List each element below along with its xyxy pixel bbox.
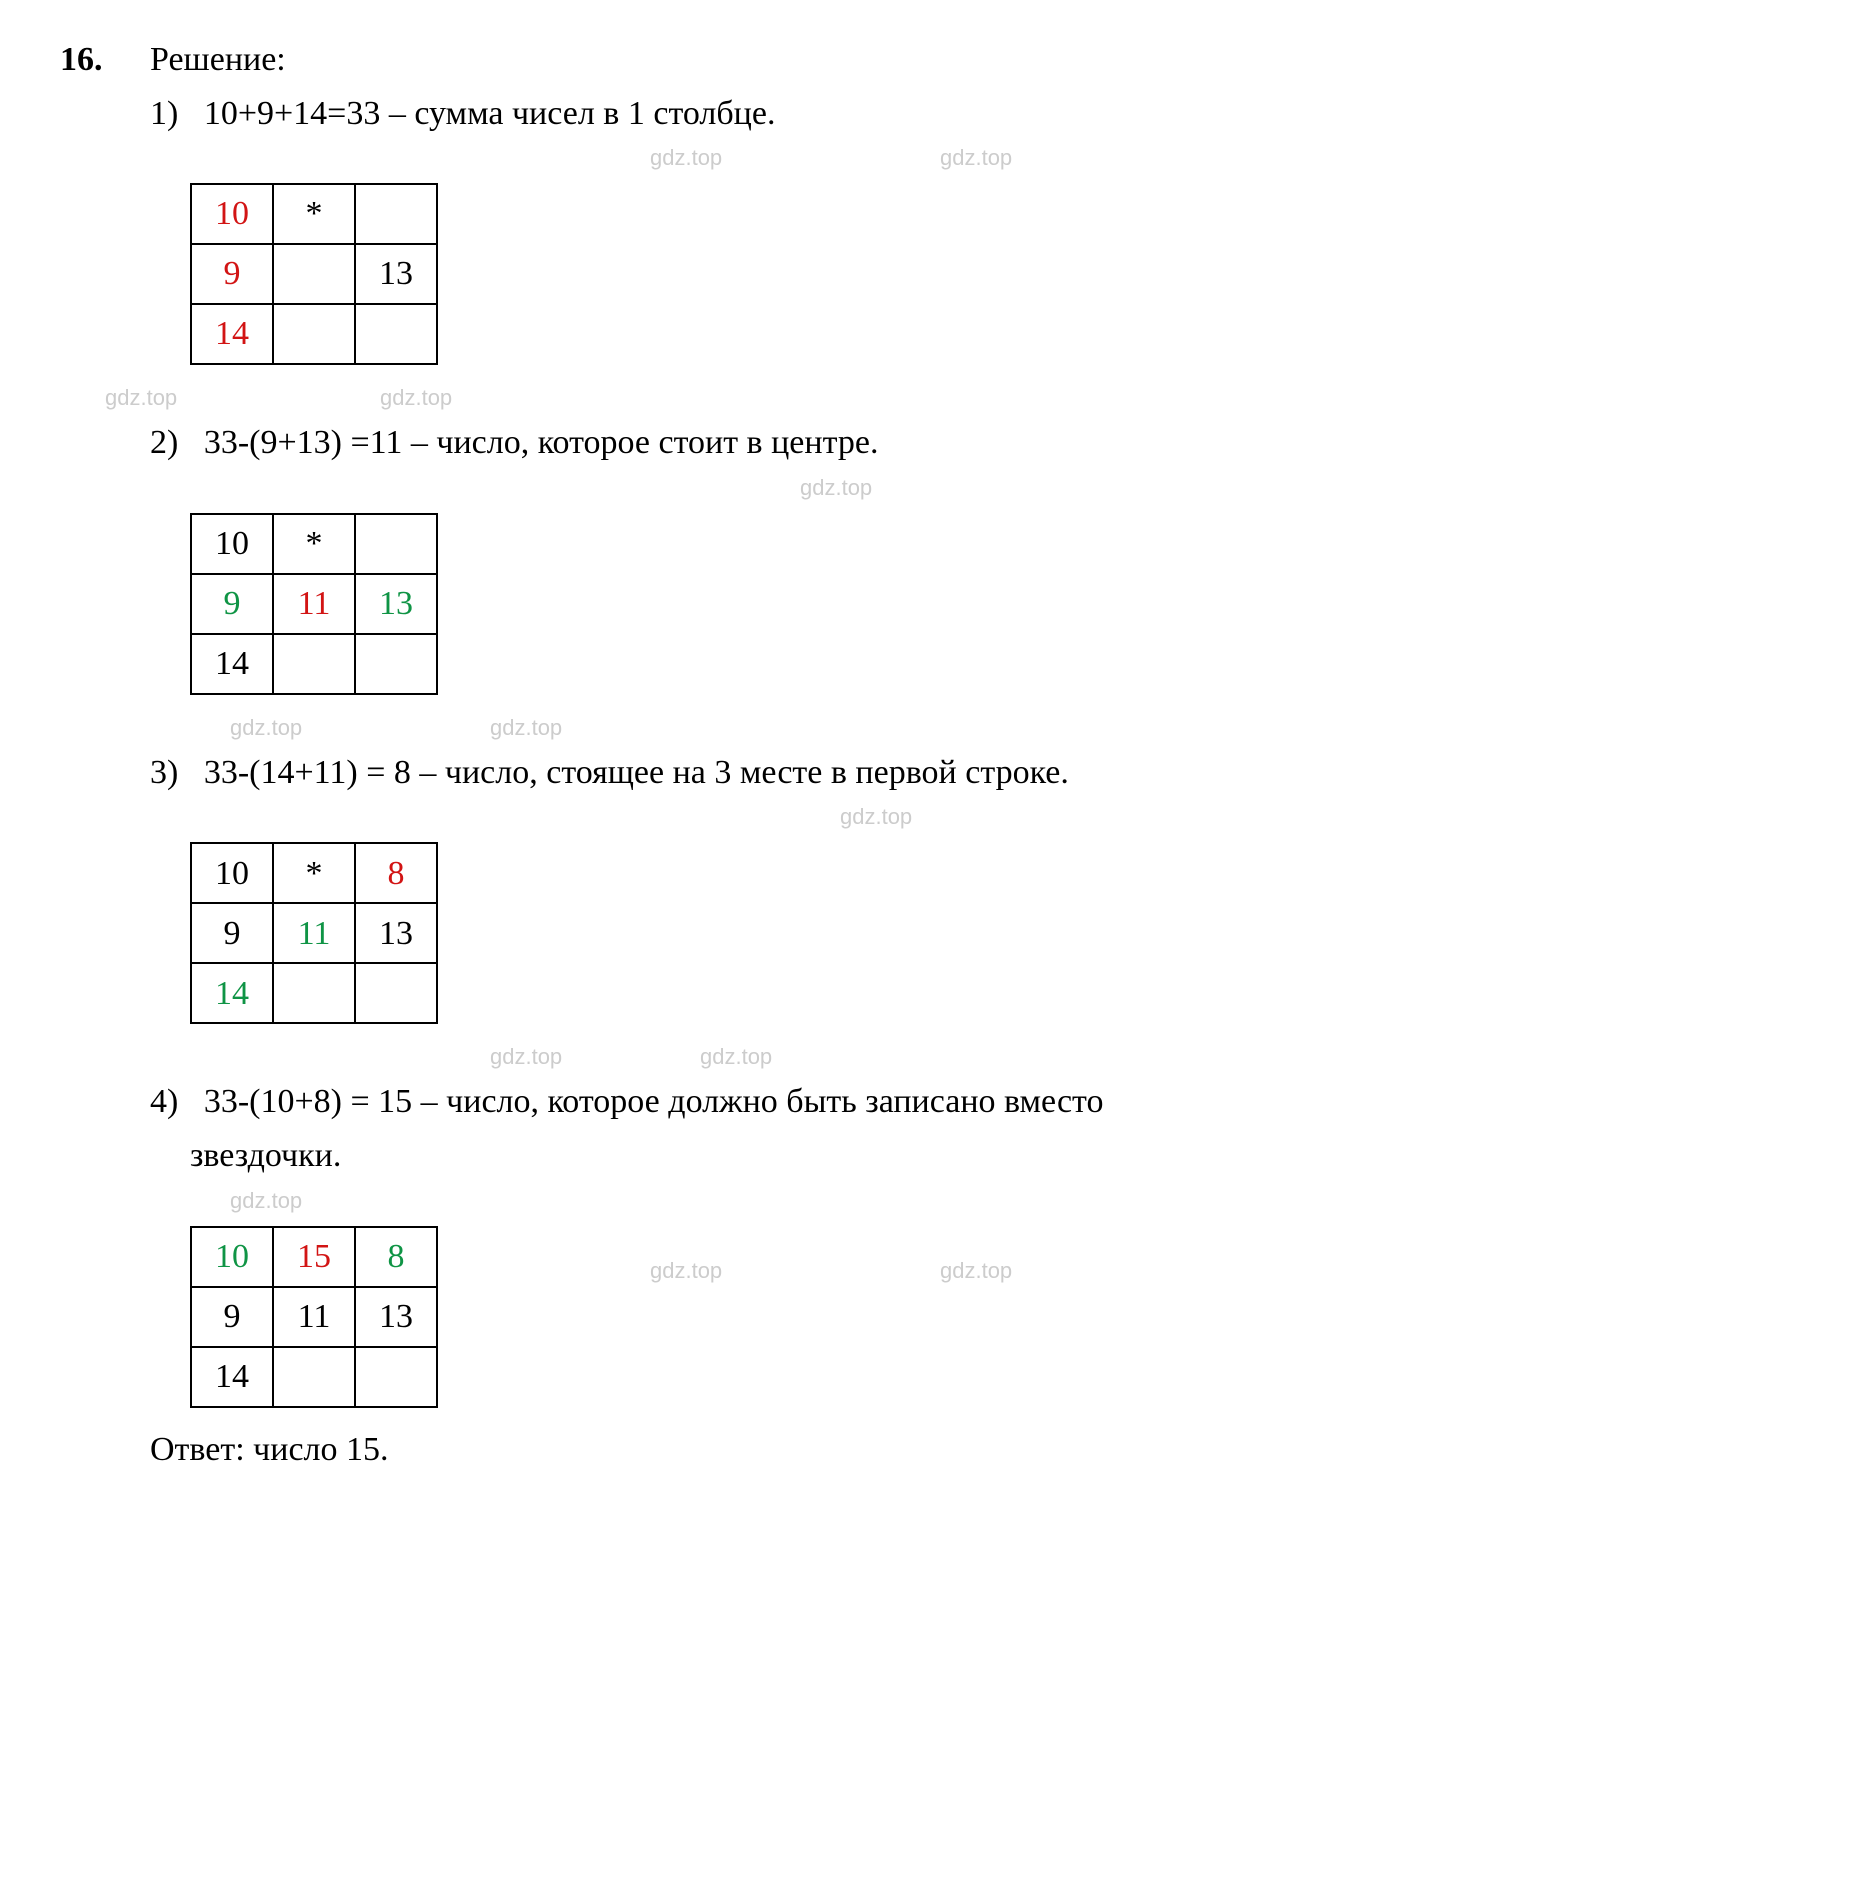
table-3: 10 * 8 9 11 13 14 (190, 842, 438, 1024)
step-2-desc: – число, которое стоит в центре. (411, 424, 879, 461)
cell: 14 (191, 963, 273, 1023)
watermark: gdz.top (490, 713, 562, 744)
watermark: gdz.top (800, 473, 872, 504)
cell: 11 (273, 1287, 355, 1347)
step-4-line2: звездочки. (190, 1132, 1810, 1180)
table-row: 14 (191, 304, 437, 364)
watermark-row: gdz.top gdz.top (60, 143, 1810, 173)
watermark: gdz.top (230, 713, 302, 744)
watermark: gdz.top (230, 1186, 302, 1217)
watermark: gdz.top (490, 1042, 562, 1073)
cell: * (273, 184, 355, 244)
step-3-desc: – число, стоящее на 3 месте в первой стр… (419, 754, 1068, 791)
cell: 13 (355, 244, 437, 304)
cell: 14 (191, 304, 273, 364)
cell (273, 304, 355, 364)
solution-label: Решение: (150, 36, 1810, 84)
table-row: 9 11 13 (191, 1287, 437, 1347)
cell: 8 (355, 843, 437, 903)
step-2-expr: 33-(9+13) =11 (204, 424, 403, 461)
watermark-row: gdz.top gdz.top (60, 1042, 1810, 1072)
watermark-row: gdz.top gdz.top (60, 713, 1810, 743)
cell: 14 (191, 634, 273, 694)
problem-number: 16. (60, 36, 150, 84)
step-1-prefix: 1) (150, 95, 178, 132)
step-1-desc: – сумма чисел в 1 столбце. (389, 95, 776, 132)
problem-header: 16. Решение: (60, 36, 1810, 84)
cell: 9 (191, 574, 273, 634)
cell: 11 (273, 574, 355, 634)
cell (355, 304, 437, 364)
answer-label: Ответ: (150, 1431, 245, 1468)
table-2: 10 * 9 11 13 14 (190, 513, 438, 695)
table-4: 10 15 8 9 11 13 14 (190, 1226, 438, 1408)
step-4-line1: 4) 33-(10+8) = 15 – число, которое должн… (150, 1078, 1810, 1126)
cell (273, 1347, 355, 1407)
watermark: gdz.top (650, 143, 722, 174)
step-2-prefix: 2) (150, 424, 178, 461)
cell (355, 514, 437, 574)
cell: 14 (191, 1347, 273, 1407)
answer-line: Ответ: число 15. (150, 1426, 1810, 1474)
table-row: 14 (191, 634, 437, 694)
cell: 13 (355, 1287, 437, 1347)
cell (273, 963, 355, 1023)
table-row: 9 11 13 (191, 903, 437, 963)
step-3: 3) 33-(14+11) = 8 – число, стоящее на 3 … (150, 749, 1810, 797)
cell: 10 (191, 514, 273, 574)
watermark-row: gdz.top (60, 1186, 1810, 1216)
watermark-row: gdz.top (60, 473, 1810, 503)
cell (355, 1347, 437, 1407)
table-row: 10 * (191, 514, 437, 574)
table-row: 14 (191, 963, 437, 1023)
cell: 9 (191, 1287, 273, 1347)
answer-text: число 15. (253, 1431, 388, 1468)
step-2: 2) 33-(9+13) =11 – число, которое стоит … (150, 419, 1810, 467)
watermark-row: gdz.top gdz.top (60, 383, 1810, 413)
cell: 9 (191, 903, 273, 963)
cell: * (273, 843, 355, 903)
table-row: 9 11 13 (191, 574, 437, 634)
cell: * (273, 514, 355, 574)
cell: 10 (191, 843, 273, 903)
cell: 9 (191, 244, 273, 304)
cell: 13 (355, 903, 437, 963)
cell: 10 (191, 184, 273, 244)
table-row: 10 * 8 (191, 843, 437, 903)
table-1: 10 * 9 13 14 (190, 183, 438, 365)
watermark: gdz.top (380, 383, 452, 414)
cell (273, 634, 355, 694)
step-3-expr: 33-(14+11) = 8 (204, 754, 411, 791)
step-1: 1) 10+9+14=33 – сумма чисел в 1 столбце. (150, 90, 1810, 138)
step-4-prefix: 4) (150, 1083, 178, 1120)
table-row: 14 (191, 1347, 437, 1407)
cell (355, 963, 437, 1023)
cell (355, 184, 437, 244)
table-row: 10 * (191, 184, 437, 244)
step-4-desc1: – число, которое должно быть записано вм… (421, 1083, 1104, 1120)
watermark: gdz.top (940, 143, 1012, 174)
watermark: gdz.top (700, 1042, 772, 1073)
step-4-desc2: звездочки. (190, 1137, 341, 1174)
cell (355, 634, 437, 694)
table-row: 9 13 (191, 244, 437, 304)
watermark: gdz.top (940, 1256, 1012, 1287)
cell: 13 (355, 574, 437, 634)
cell (273, 244, 355, 304)
watermark-row: gdz.top gdz.top (60, 1256, 1810, 1286)
watermark: gdz.top (105, 383, 177, 414)
watermark-row: gdz.top (60, 802, 1810, 832)
step-1-expr: 10+9+14=33 (204, 95, 381, 132)
watermark: gdz.top (840, 802, 912, 833)
watermark: gdz.top (650, 1256, 722, 1287)
cell: 11 (273, 903, 355, 963)
step-4-expr: 33-(10+8) = 15 (204, 1083, 412, 1120)
step-3-prefix: 3) (150, 754, 178, 791)
